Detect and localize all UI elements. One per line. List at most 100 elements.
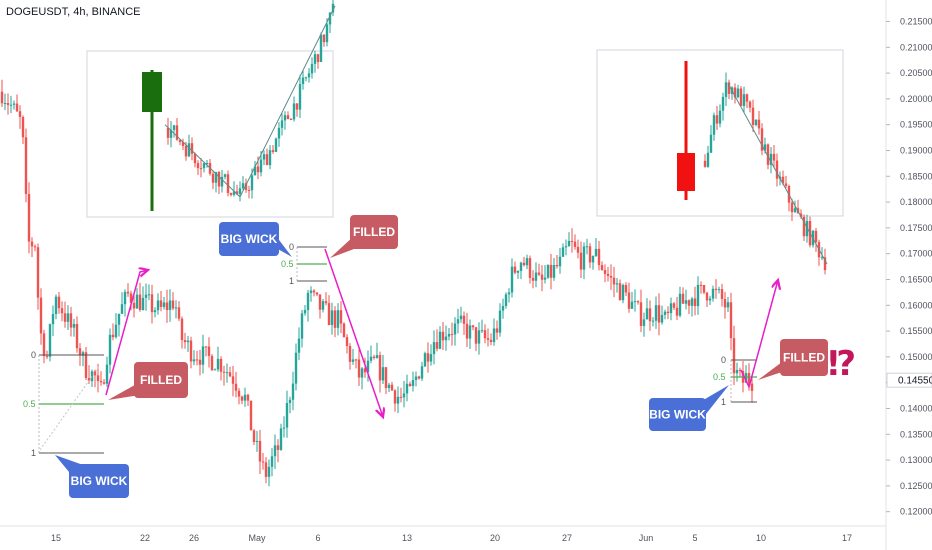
demo-green-body <box>142 72 162 112</box>
candle-body <box>207 346 211 356</box>
candle-body <box>432 342 436 355</box>
big-wick-right-callout-box <box>649 398 706 431</box>
illus-candle-body <box>283 115 287 121</box>
illus-candle-body <box>742 94 746 106</box>
candle-body <box>609 275 613 278</box>
illus-candle-body <box>799 213 803 217</box>
price-tick-label: 0.15500 <box>900 326 932 336</box>
candle-body <box>90 371 94 382</box>
candle-body <box>570 240 574 242</box>
candle-body <box>627 292 631 309</box>
fib-middle-label-1: 1 <box>289 276 294 286</box>
candle-body <box>219 358 223 372</box>
candle-body <box>234 383 238 391</box>
illus-candle-body <box>280 120 284 128</box>
candle-body <box>117 313 121 325</box>
candle-body <box>510 266 514 293</box>
illus-candle-body <box>703 160 707 167</box>
illus-candle-body <box>268 150 272 166</box>
price-axis[interactable]: 0.21500 0.21000 0.20500 0.20000 0.19500 0.190… <box>885 0 932 550</box>
candle-body <box>216 358 220 370</box>
candle-body <box>378 355 382 381</box>
illus-candle-body <box>214 172 218 183</box>
callouts: BIG WICK FILLED BIG WICK FILLED BIG WICK FILL… <box>55 215 856 498</box>
candle-body <box>6 103 10 105</box>
fib-middle-label-05: 0.5 <box>281 259 294 269</box>
candle-body <box>498 310 502 333</box>
candle-body <box>516 270 520 273</box>
candle-body <box>657 305 661 323</box>
illus-candle-body <box>754 119 758 126</box>
price-tick-label: 0.18500 <box>900 171 932 181</box>
filled-mid-callout-text: FILLED <box>353 225 395 239</box>
illus-candle-body <box>739 88 743 106</box>
candle-body <box>594 248 598 256</box>
candle-body <box>528 258 532 278</box>
candle-body <box>96 375 100 381</box>
filled-right-callout-box <box>780 339 828 376</box>
candle-body <box>660 314 664 323</box>
candle-body <box>483 330 487 339</box>
candle-body <box>297 338 301 353</box>
candle-body <box>24 137 28 194</box>
candle-body <box>300 313 304 339</box>
candle-body <box>288 399 292 403</box>
candle-body <box>168 300 172 310</box>
illus-candle-body <box>292 103 296 120</box>
candle-body <box>111 334 115 338</box>
price-tick-label: 0.13500 <box>900 429 932 439</box>
candle-body <box>411 379 415 386</box>
demo-candles <box>142 61 695 211</box>
illus-candle-body <box>760 128 764 151</box>
candle-body <box>435 342 439 349</box>
candle-body <box>699 284 703 286</box>
candle-body <box>450 333 454 335</box>
fib-left-label-0: 0 <box>31 350 36 360</box>
illus-candle-body <box>169 129 173 138</box>
candle-body <box>210 355 214 371</box>
price-tick-label: 0.21000 <box>900 42 932 52</box>
fib-right-label-05: 0.5 <box>713 372 726 382</box>
time-tick-label: 17 <box>842 533 852 543</box>
candle-body <box>687 300 691 306</box>
candle-body <box>459 315 463 320</box>
illus-candle-body <box>229 192 233 195</box>
candle-body <box>750 383 754 391</box>
illus-candle-body <box>781 176 785 184</box>
candle-body <box>492 328 496 343</box>
candle-body <box>597 248 601 266</box>
candle-body <box>573 241 577 247</box>
illus-candle-body <box>259 159 263 173</box>
candle-body <box>618 283 622 301</box>
candle-body <box>93 371 97 376</box>
candle-body <box>312 290 316 293</box>
candle-body <box>330 310 334 326</box>
candle-body <box>48 324 52 357</box>
candles <box>0 79 754 487</box>
candle-body <box>615 283 619 285</box>
candle-body <box>12 103 16 105</box>
illus-candle-body <box>226 174 230 193</box>
illustration-candles <box>164 0 828 275</box>
illus-candle-body <box>316 54 320 62</box>
illus-candle-body <box>307 73 311 78</box>
candle-body <box>3 103 7 105</box>
candle-body <box>744 373 748 383</box>
illus-candle-body <box>223 174 227 177</box>
candle-body <box>273 445 277 457</box>
candle-body <box>462 315 466 324</box>
time-axis[interactable]: 15 22 26 May 6 13 20 27 Jun 5 10 17 <box>0 525 886 543</box>
candle-body <box>162 302 166 307</box>
price-tick-label: 0.19000 <box>900 145 932 155</box>
candle-body <box>105 364 109 384</box>
candle-body <box>315 292 319 295</box>
illus-candle-body <box>178 139 182 142</box>
time-tick-label: 6 <box>315 533 320 543</box>
candle-body <box>258 440 262 462</box>
candle-body <box>159 300 163 307</box>
candle-body <box>267 466 271 477</box>
arrow-up-right <box>740 280 778 390</box>
illus-candle-body <box>814 230 818 243</box>
illus-candle-body <box>286 115 290 120</box>
